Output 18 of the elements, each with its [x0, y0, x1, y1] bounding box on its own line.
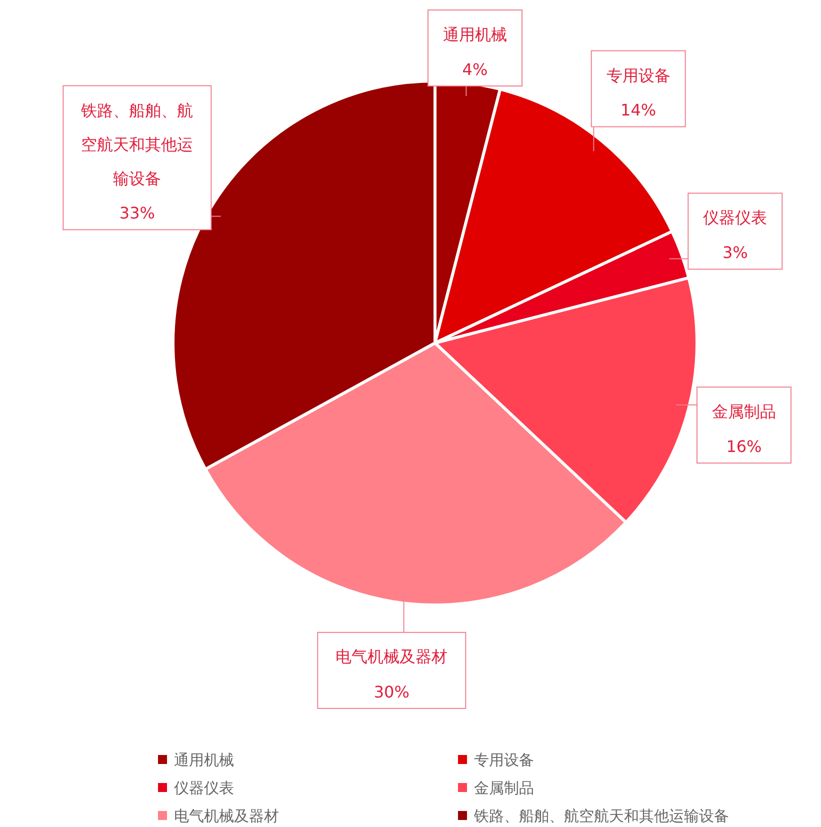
- legend-label: 仪器仪表: [174, 779, 234, 797]
- data-label: 16%: [726, 437, 762, 456]
- data-label: 30%: [374, 682, 410, 702]
- data-label: 4%: [462, 60, 488, 79]
- legend-label: 铁路、船舶、航空航天和其他运输设备: [473, 807, 729, 825]
- slice-label: 铁路、船舶、航空航天和其他运输设备: [80, 100, 194, 190]
- slice-label: 电气机械及器材: [334, 646, 449, 668]
- legend-label: 金属制品: [474, 779, 534, 797]
- legend-label: 电气机械及器材: [174, 807, 279, 825]
- slice-label: 专用设备: [605, 64, 672, 87]
- data-label: 3%: [722, 243, 748, 262]
- legend-label: 专用设备: [474, 751, 534, 769]
- slice-label: 金属制品: [710, 401, 777, 424]
- data-label: 14%: [620, 100, 656, 120]
- data-label: 33%: [119, 204, 155, 223]
- legend-label: 通用机械: [174, 751, 234, 769]
- slice-label: 通用机械: [442, 24, 508, 46]
- slice-label: 仪器仪表: [702, 207, 768, 230]
